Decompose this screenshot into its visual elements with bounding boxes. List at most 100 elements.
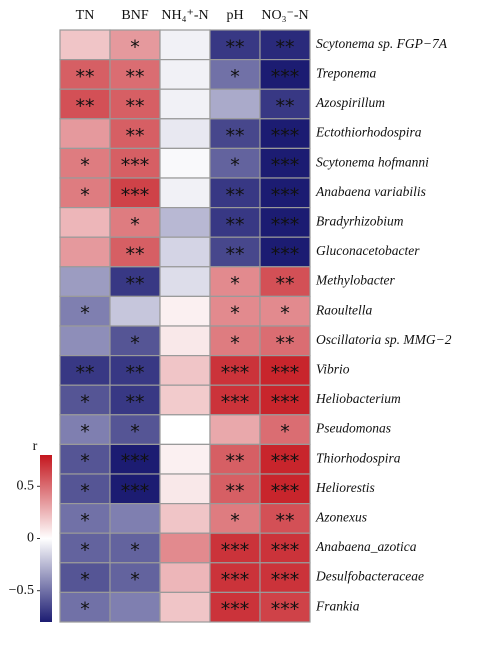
heatmap-cell [59,532,111,564]
heatmap-cell [159,207,211,238]
heatmap-cell [159,532,211,564]
row-label: Scytonema hofmanni [316,154,429,169]
significance-stars: * [130,421,140,443]
significance-stars: ** [126,66,145,88]
heatmap-cell [259,236,311,268]
heatmap-cell [59,414,111,445]
row-label: Bradyrhizobium [316,213,404,228]
column-label: BNF [121,8,148,23]
row-label: Scytonema sp. FGP−7A [316,36,448,51]
significance-stars: ** [276,96,295,118]
significance-stars: ** [226,480,245,502]
heatmap-cell [59,88,111,120]
row-label: Gluconacetobacter [316,243,420,258]
heatmap-cell [259,562,311,593]
significance-stars: ** [126,125,145,147]
heatmap-cell [159,147,211,179]
significance-stars: ** [276,332,295,354]
heatmap-cell [59,207,111,238]
row-label: Pseudomonas [315,421,391,436]
significance-stars: * [80,392,90,414]
colorbar [40,455,52,622]
significance-stars: *** [121,155,150,177]
heatmap-cell [159,325,211,357]
significance-stars: *** [121,480,150,502]
significance-stars: * [230,510,240,532]
significance-stars: ** [126,362,145,384]
significance-stars: * [230,155,240,177]
significance-stars: * [80,540,90,562]
significance-stars: ** [276,510,295,532]
row-label: Anabaena variabilis [315,184,426,199]
column-label: TN [76,8,95,23]
significance-stars: * [230,332,240,354]
heatmap-cell [59,443,111,475]
significance-stars: * [80,510,90,532]
significance-stars: *** [271,244,300,266]
row-label: Methylobacter [315,273,395,288]
heatmap-cell [109,295,161,327]
significance-stars: * [80,480,90,502]
row-label: Frankia [315,598,360,613]
heatmap-cell [259,88,311,120]
heatmap-cell [109,384,161,416]
colorbar-tick-label: −0.5 [9,583,34,598]
heatmap-cell [259,591,311,623]
colorbar-label: r [33,439,38,454]
heatmap-cell [209,443,261,475]
significance-stars: * [80,569,90,591]
heatmap-cell [59,295,111,327]
significance-stars: *** [271,569,300,591]
significance-stars: ** [76,96,95,118]
heatmap-cell [59,266,111,297]
significance-stars: * [230,273,240,295]
heatmap-cell [259,325,311,357]
heatmap-cell [259,177,311,209]
row-label: Azospirillum [315,95,385,110]
significance-stars: *** [221,362,250,384]
heatmap-cell [159,236,211,268]
significance-stars: *** [121,451,150,473]
heatmap-cell [209,266,261,297]
heatmap-cell [159,384,211,416]
heatmap-cell [159,177,211,209]
colorbar-tick-label: 0.5 [17,479,35,494]
significance-stars: *** [121,184,150,206]
significance-stars: *** [271,362,300,384]
heatmap-cell [259,473,311,505]
significance-stars: * [130,36,140,58]
significance-stars: ** [76,362,95,384]
significance-stars: ** [226,125,245,147]
heatmap-cell [59,147,111,179]
heatmap-cell [159,29,211,61]
significance-stars: ** [226,451,245,473]
heatmap-cell [59,29,111,61]
heatmap-cell [209,29,261,61]
heatmap-cell [259,147,311,179]
heatmap-cell [109,473,161,505]
significance-stars: ** [126,96,145,118]
row-label: Azonexus [315,509,367,524]
heatmap-cell [159,503,211,534]
significance-stars: * [280,421,290,443]
heatmap-cell [159,562,211,593]
significance-stars: *** [271,392,300,414]
significance-stars: *** [271,480,300,502]
column-label: NO₃⁻-N [261,8,308,23]
heatmap-cell [259,266,311,297]
heatmap-cell [159,473,211,505]
significance-stars: * [230,303,240,325]
significance-stars: * [80,155,90,177]
heatmap-cell [59,325,111,357]
heatmap-cell [159,591,211,623]
heatmap-cell [109,562,161,593]
row-label: Treponema [316,65,376,80]
significance-stars: ** [226,244,245,266]
significance-stars: *** [221,540,250,562]
column-label: pH [226,8,243,23]
heatmap-cell [259,207,311,238]
significance-stars: *** [271,540,300,562]
heatmap-cell [209,177,261,209]
significance-stars: *** [271,451,300,473]
